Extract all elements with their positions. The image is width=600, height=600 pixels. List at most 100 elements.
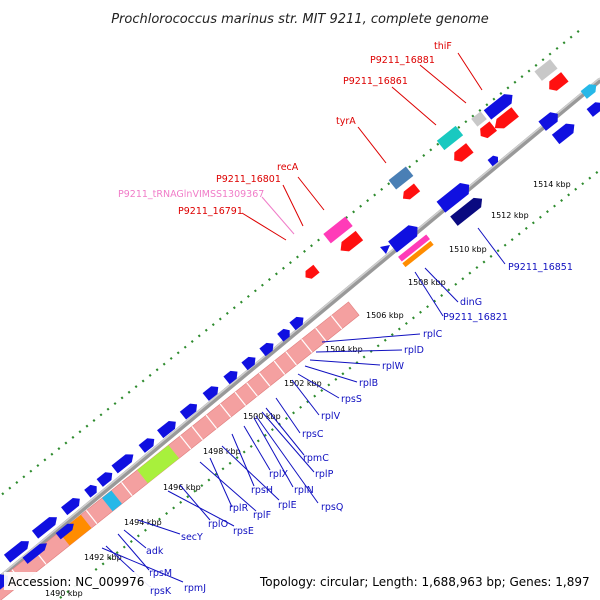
grey-gene[interactable] bbox=[534, 59, 558, 81]
reverse-gene-labels: thiF P9211_16881 P9211_16861 tyrA recA P… bbox=[118, 41, 452, 217]
gene-label-rpsM[interactable]: rpsM bbox=[149, 568, 172, 579]
gene-label-dinG[interactable]: dinG bbox=[460, 297, 482, 308]
gene-label-rplV[interactable]: rplV bbox=[321, 411, 341, 422]
reverse-gene-track bbox=[302, 59, 569, 282]
grey-gene[interactable] bbox=[471, 111, 487, 127]
kbp-tick: 1508 kbp bbox=[408, 278, 446, 287]
forward-gene[interactable] bbox=[223, 368, 240, 385]
forward-gene[interactable] bbox=[388, 222, 422, 253]
kbp-tick: 1494 kbp bbox=[124, 518, 162, 527]
gene-label-rpsK[interactable]: rpsK bbox=[150, 586, 172, 597]
forward-gene[interactable] bbox=[538, 109, 561, 131]
kbp-tick: 1492 kbp bbox=[84, 553, 122, 562]
reverse-gene[interactable] bbox=[477, 121, 497, 140]
forward-gene-small[interactable] bbox=[380, 245, 390, 254]
teal-gene[interactable] bbox=[436, 125, 464, 151]
forward-gene[interactable] bbox=[138, 435, 158, 453]
gene-label-rpsE[interactable]: rpsE bbox=[233, 526, 254, 537]
gene-label-p9211-16791[interactable]: P9211_16791 bbox=[178, 206, 243, 217]
forward-gene[interactable] bbox=[202, 383, 222, 401]
gene-label-rpsH[interactable]: rpsH bbox=[251, 485, 273, 496]
kbp-tick: 1514 kbp bbox=[533, 180, 571, 189]
gene-label-rplB[interactable]: rplB bbox=[359, 378, 378, 389]
forward-gene[interactable] bbox=[31, 513, 60, 539]
magenta-gene-lower[interactable] bbox=[398, 234, 430, 262]
accession-background bbox=[4, 572, 150, 590]
forward-gene[interactable] bbox=[487, 154, 501, 167]
kbp-tick: 1510 kbp bbox=[449, 245, 487, 254]
kbp-tick: 1490 kbp bbox=[45, 589, 83, 598]
forward-gene[interactable] bbox=[96, 469, 116, 487]
gene-label-trna-gln[interactable]: P9211_tRNAGlnVIMSS1309367 bbox=[118, 189, 264, 200]
genome-backbone-highlight bbox=[0, 77, 600, 577]
navy-gene[interactable] bbox=[450, 194, 486, 226]
forward-gene[interactable] bbox=[551, 120, 578, 145]
reverse-gene[interactable] bbox=[545, 72, 569, 94]
gene-label-rpmJ[interactable]: rpmJ bbox=[184, 583, 206, 594]
forward-gene[interactable] bbox=[22, 540, 50, 564]
reverse-gene[interactable] bbox=[491, 107, 519, 133]
gene-label-rpsQ[interactable]: rpsQ bbox=[321, 502, 343, 513]
forward-gene[interactable] bbox=[111, 451, 136, 474]
gene-label-tyrA[interactable]: tyrA bbox=[336, 116, 356, 127]
summary-background bbox=[256, 572, 596, 590]
reverse-gene[interactable] bbox=[400, 183, 421, 202]
forward-gene[interactable] bbox=[277, 326, 293, 342]
orange-gene-lower[interactable] bbox=[402, 240, 434, 268]
gene-label-p9211-16821[interactable]: P9211_16821 bbox=[443, 312, 508, 323]
gene-label-rplO[interactable]: rplO bbox=[208, 519, 228, 530]
cyan-gene[interactable] bbox=[580, 81, 600, 99]
forward-gene[interactable] bbox=[483, 90, 517, 120]
forward-gene[interactable] bbox=[84, 482, 100, 498]
forward-gene[interactable] bbox=[3, 537, 32, 563]
forward-gene[interactable] bbox=[0, 571, 12, 593]
forward-gene[interactable] bbox=[157, 418, 179, 439]
genome-backbone bbox=[0, 78, 600, 582]
orange-gene[interactable] bbox=[58, 514, 92, 546]
kbp-tick: 1502 kbp bbox=[284, 379, 322, 388]
lime-gene[interactable] bbox=[137, 445, 180, 484]
forward-gene[interactable] bbox=[586, 99, 600, 117]
gene-label-recA[interactable]: recA bbox=[277, 162, 299, 173]
blue-leader-lines bbox=[101, 227, 506, 588]
forward-gene-track bbox=[0, 314, 306, 593]
gene-label-rplW[interactable]: rplW bbox=[382, 361, 405, 372]
gene-label-adk[interactable]: adk bbox=[146, 546, 164, 557]
gene-label-rplE[interactable]: rplE bbox=[278, 500, 297, 511]
forward-gene[interactable] bbox=[289, 314, 306, 331]
magenta-gene[interactable] bbox=[323, 216, 353, 244]
forward-gene[interactable] bbox=[61, 495, 83, 516]
gene-label-rplR[interactable]: rplR bbox=[229, 503, 249, 514]
gene-label-rplP[interactable]: rplP bbox=[315, 469, 334, 480]
forward-gene[interactable] bbox=[179, 400, 200, 420]
gene-label-rplF[interactable]: rplF bbox=[253, 510, 271, 521]
kbp-tick: 1498 kbp bbox=[203, 447, 241, 456]
cyan-gene[interactable] bbox=[101, 490, 122, 512]
forward-gene[interactable] bbox=[241, 354, 258, 371]
reverse-gene[interactable] bbox=[337, 230, 364, 255]
gene-label-rplC[interactable]: rplC bbox=[423, 329, 443, 340]
reverse-gene[interactable] bbox=[450, 143, 474, 165]
kbp-tick: 1506 kbp bbox=[366, 311, 404, 320]
forward-gene[interactable] bbox=[259, 340, 276, 357]
gene-label-p9211-16861[interactable]: P9211_16861 bbox=[343, 76, 408, 87]
reverse-gene[interactable] bbox=[302, 264, 320, 282]
gene-label-rplX[interactable]: rplX bbox=[269, 469, 289, 480]
forward-gene[interactable] bbox=[55, 521, 77, 540]
gene-label-p9211-16851[interactable]: P9211_16851 bbox=[508, 262, 573, 273]
gene-label-rpmC[interactable]: rpmC bbox=[303, 453, 329, 464]
gene-label-rpsS[interactable]: rpsS bbox=[341, 394, 362, 405]
forward-gene-labels: P9211_16851 dinG P9211_16821 rplC rplD r… bbox=[146, 262, 573, 597]
gene-label-rpsC[interactable]: rpsC bbox=[302, 429, 324, 440]
gene-label-rplN[interactable]: rplN bbox=[294, 485, 314, 496]
gene-label-rplD[interactable]: rplD bbox=[404, 345, 424, 356]
gene-label-thiF[interactable]: thiF bbox=[434, 41, 452, 52]
forward-gene[interactable] bbox=[436, 179, 474, 213]
gene-label-secY[interactable]: secY bbox=[181, 532, 203, 543]
gene-label-p9211-16881[interactable]: P9211_16881 bbox=[370, 55, 435, 66]
upper-gene-cluster bbox=[380, 81, 600, 268]
gene-label-p9211-16801[interactable]: P9211_16801 bbox=[216, 174, 281, 185]
steel-gene[interactable] bbox=[388, 166, 414, 190]
